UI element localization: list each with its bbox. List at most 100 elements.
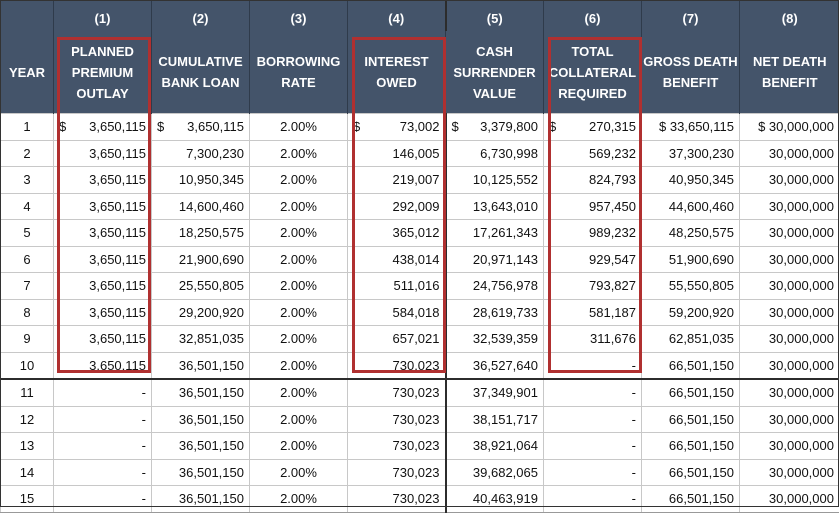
cell-value: 270,315 bbox=[589, 119, 636, 134]
cumulative-loan-cell: 32,851,035 bbox=[152, 326, 250, 353]
interest-owed-cell: 511,016 bbox=[348, 273, 446, 300]
col-num-year bbox=[1, 0, 54, 31]
interest-owed-cell: 730,023 bbox=[348, 433, 446, 460]
gross-death-cell: 66,501,150 bbox=[642, 406, 740, 433]
net-death-cell: 30,000,000 bbox=[740, 193, 839, 220]
net-death-cell: 30,000,000 bbox=[740, 406, 839, 433]
net-death-cell: 30,000,000 bbox=[740, 459, 839, 486]
total-collateral-cell: 824,793 bbox=[544, 167, 642, 194]
cash-surrender-cell: 17,261,343 bbox=[446, 220, 544, 247]
total-collateral-cell: 929,547 bbox=[544, 246, 642, 273]
year-cell: 3 bbox=[1, 167, 54, 194]
header-interest-owed: INTEREST OWED bbox=[348, 31, 446, 114]
cash-surrender-cell: 13,643,010 bbox=[446, 193, 544, 220]
year-cell: 4 bbox=[1, 193, 54, 220]
cash-surrender-cell: 38,921,064 bbox=[446, 433, 544, 460]
cumulative-loan-cell: 7,300,230 bbox=[152, 140, 250, 167]
net-death-cell: 30,000,000 bbox=[740, 299, 839, 326]
borrowing-rate-cell: 2.00% bbox=[250, 352, 348, 379]
cumulative-loan-cell: 21,900,690 bbox=[152, 246, 250, 273]
col-num-cumulative-loan: (2) bbox=[152, 0, 250, 31]
header-cash-surrender-value: CASH SURRENDER VALUE bbox=[446, 31, 544, 114]
interest-owed-cell: 730,023 bbox=[348, 406, 446, 433]
gross-death-cell: $ 33,650,115 bbox=[642, 114, 740, 141]
planned-premium-cell: - bbox=[54, 379, 152, 406]
interest-owed-cell: 730,023 bbox=[348, 379, 446, 406]
cash-surrender-cell: 28,619,733 bbox=[446, 299, 544, 326]
interest-owed-cell: 146,005 bbox=[348, 140, 446, 167]
borrowing-rate-cell: 2.00% bbox=[250, 114, 348, 141]
interest-owed-cell: 730,023 bbox=[348, 486, 446, 513]
gross-death-cell: 66,501,150 bbox=[642, 433, 740, 460]
total-collateral-cell: - bbox=[544, 459, 642, 486]
cash-surrender-cell: 10,125,552 bbox=[446, 167, 544, 194]
planned-premium-cell: 3,650,115 bbox=[54, 246, 152, 273]
borrowing-rate-cell: 2.00% bbox=[250, 273, 348, 300]
borrowing-rate-cell: 2.00% bbox=[250, 379, 348, 406]
total-collateral-cell: 989,232 bbox=[544, 220, 642, 247]
net-death-cell: 30,000,000 bbox=[740, 140, 839, 167]
interest-owed-cell: 730,023 bbox=[348, 352, 446, 379]
dollar-sign: $ bbox=[59, 119, 66, 134]
borrowing-rate-cell: 2.00% bbox=[250, 459, 348, 486]
borrowing-rate-cell: 2.00% bbox=[250, 140, 348, 167]
net-death-cell: 30,000,000 bbox=[740, 220, 839, 247]
cumulative-loan-cell: 10,950,345 bbox=[152, 167, 250, 194]
net-death-cell: 30,000,000 bbox=[740, 352, 839, 379]
gross-death-cell: 37,300,230 bbox=[642, 140, 740, 167]
col-num-gross-death: (7) bbox=[642, 0, 740, 31]
cash-surrender-cell: 39,682,065 bbox=[446, 459, 544, 486]
gross-death-cell: 66,501,150 bbox=[642, 459, 740, 486]
year-cell: 14 bbox=[1, 459, 54, 486]
total-collateral-cell: 793,827 bbox=[544, 273, 642, 300]
cumulative-loan-cell: 14,600,460 bbox=[152, 193, 250, 220]
gross-death-cell: 62,851,035 bbox=[642, 326, 740, 353]
borrowing-rate-cell: 2.00% bbox=[250, 246, 348, 273]
column-number-row: (1) (2) (3) (4) (5) (6) (7) (8) bbox=[1, 0, 839, 31]
cumulative-loan-cell: 36,501,150 bbox=[152, 486, 250, 513]
year-cell: 1 bbox=[1, 114, 54, 141]
gross-death-cell: 48,250,575 bbox=[642, 220, 740, 247]
total-collateral-cell: 957,450 bbox=[544, 193, 642, 220]
borrowing-rate-cell: 2.00% bbox=[250, 433, 348, 460]
planned-premium-cell: - bbox=[54, 459, 152, 486]
planned-premium-cell: 3,650,115 bbox=[54, 299, 152, 326]
cell-value: 3,650,115 bbox=[89, 119, 146, 134]
total-collateral-cell: - bbox=[544, 486, 642, 513]
header-total-collateral-required: TOTAL COLLATERAL REQUIRED bbox=[544, 31, 642, 114]
header-net-death-benefit: NET DEATH BENEFIT bbox=[740, 31, 839, 114]
gross-death-cell: 66,501,150 bbox=[642, 352, 740, 379]
gross-death-cell: 44,600,460 bbox=[642, 193, 740, 220]
interest-owed-cell: $73,002 bbox=[348, 114, 446, 141]
net-death-cell: 30,000,000 bbox=[740, 433, 839, 460]
cumulative-loan-cell: $3,650,115 bbox=[152, 114, 250, 141]
gross-death-cell: 66,501,150 bbox=[642, 379, 740, 406]
planned-premium-cell: 3,650,115 bbox=[54, 273, 152, 300]
cash-surrender-cell: 40,463,919 bbox=[446, 486, 544, 513]
year-cell: 15 bbox=[1, 486, 54, 513]
interest-owed-cell: 730,023 bbox=[348, 459, 446, 486]
cumulative-loan-cell: 36,501,150 bbox=[152, 352, 250, 379]
cash-surrender-cell: 6,730,998 bbox=[446, 140, 544, 167]
cell-value: 73,002 bbox=[400, 119, 440, 134]
planned-premium-cell: 3,650,115 bbox=[54, 220, 152, 247]
year-cell: 9 bbox=[1, 326, 54, 353]
col-num-total-collateral: (6) bbox=[544, 0, 642, 31]
gross-death-cell: 66,501,150 bbox=[642, 486, 740, 513]
net-death-cell: 30,000,000 bbox=[740, 167, 839, 194]
cumulative-loan-cell: 25,550,805 bbox=[152, 273, 250, 300]
net-death-cell: 30,000,000 bbox=[740, 273, 839, 300]
gross-death-cell: 40,950,345 bbox=[642, 167, 740, 194]
interest-owed-cell: 292,009 bbox=[348, 193, 446, 220]
borrowing-rate-cell: 2.00% bbox=[250, 167, 348, 194]
